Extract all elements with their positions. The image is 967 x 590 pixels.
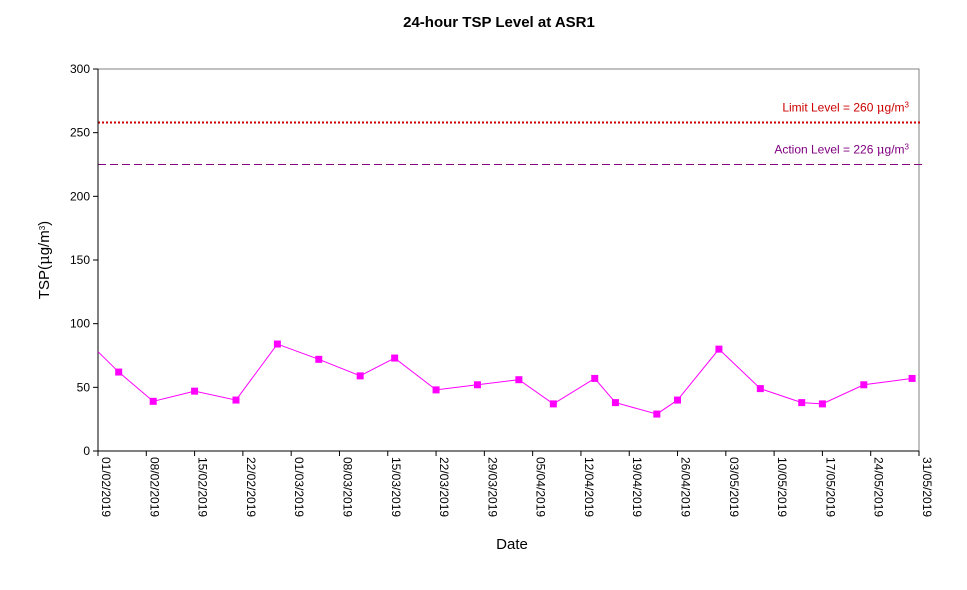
y-tick-label: 250 — [70, 126, 90, 140]
y-tick-label: 50 — [77, 380, 91, 394]
data-point — [860, 381, 868, 389]
y-tick-label: 0 — [83, 444, 90, 458]
x-tick-label: 26/04/2019 — [679, 457, 693, 517]
data-point — [391, 354, 399, 362]
x-axis: 01/02/2019 08/02/2019 15/02/2019 22/02/2019… — [97, 450, 934, 517]
y-tick-label: 100 — [70, 317, 90, 331]
data-point — [549, 400, 557, 408]
y-tick-label: 150 — [70, 253, 90, 267]
x-tick-label: 10/05/2019 — [775, 457, 789, 517]
y-tick-label: 300 — [70, 62, 90, 76]
x-tick-label: 19/04/2019 — [630, 457, 644, 517]
x-tick-label: 22/03/2019 — [437, 457, 451, 517]
data-point — [756, 385, 764, 393]
series-line — [97, 343, 913, 415]
action-level-label: Action Level = 226 μg/m3 — [774, 142, 909, 157]
x-tick-label: 17/05/2019 — [823, 457, 837, 517]
data-point — [653, 410, 661, 418]
chart-title: 24-hour TSP Level at ASR1 — [403, 14, 595, 31]
data-point — [315, 355, 323, 363]
data-point — [273, 340, 281, 348]
data-point — [674, 396, 682, 404]
data-point — [908, 374, 916, 382]
y-tick-label: 200 — [70, 189, 90, 203]
data-point — [818, 400, 826, 408]
plot-frame — [97, 68, 920, 452]
x-tick-label: 24/05/2019 — [872, 457, 886, 517]
x-tick-label: 22/02/2019 — [244, 457, 258, 517]
x-tick-label: 15/03/2019 — [389, 457, 403, 517]
data-point — [432, 386, 440, 394]
data-point — [191, 387, 199, 395]
x-tick-label: 15/02/2019 — [196, 457, 210, 517]
y-axis-label: TSP(μg/m3) — [35, 221, 53, 299]
data-point — [591, 374, 599, 382]
data-point — [515, 376, 523, 384]
limit-level-label: Limit Level = 260 μg/m3 — [782, 100, 909, 115]
data-point — [611, 399, 619, 407]
x-tick-label: 12/04/2019 — [582, 457, 596, 517]
data-point — [715, 345, 723, 353]
data-point — [473, 381, 481, 389]
data-point — [115, 368, 123, 376]
y-axis: 0 50 100 150 200 250 300 — [70, 62, 99, 458]
data-point — [356, 372, 364, 380]
x-tick-label: 08/02/2019 — [147, 457, 161, 517]
data-point — [232, 396, 240, 404]
x-tick-label: 29/03/2019 — [485, 457, 499, 517]
x-tick-label: 08/03/2019 — [340, 457, 354, 517]
data-point — [798, 399, 806, 407]
series-tsp — [97, 340, 916, 418]
plot-area — [97, 68, 920, 452]
x-tick-label: 05/04/2019 — [534, 457, 548, 517]
x-tick-label: 31/05/2019 — [920, 457, 934, 517]
x-tick-label: 03/05/2019 — [727, 457, 741, 517]
x-tick-label: 01/02/2019 — [99, 457, 113, 517]
data-point — [149, 397, 157, 405]
x-axis-label: Date — [496, 536, 528, 553]
reference-lines: Limit Level = 260 μg/m3 Action Level = 22… — [98, 100, 922, 165]
x-tick-label: 01/03/2019 — [292, 457, 306, 517]
